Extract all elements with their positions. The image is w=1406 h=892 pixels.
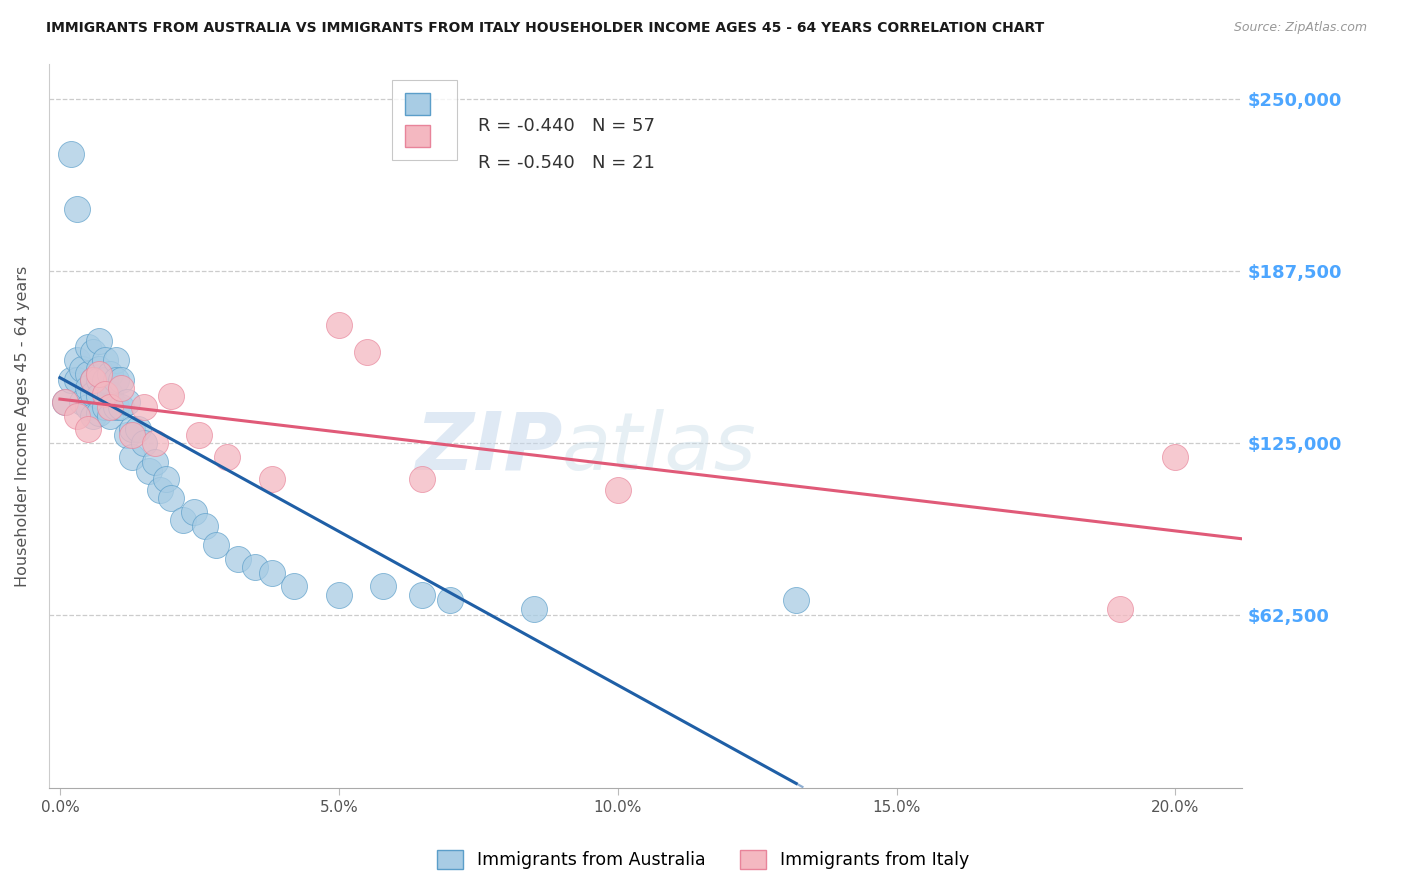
Point [121,422,143,436]
Point [143,455,166,469]
Point [82,409,104,423]
Point [60,373,83,387]
Legend: , : , [392,80,457,160]
Point [110,401,132,415]
Point [194,519,217,533]
Point [76,381,98,395]
Point [60,146,83,161]
Point [606,483,628,497]
Text: ZIP: ZIP [415,409,562,487]
Point [172,513,194,527]
Point [1108,601,1130,615]
Text: atlas: atlas [562,409,756,487]
Point [127,422,149,436]
Point [439,593,461,607]
Point [93,386,115,401]
Point [373,580,395,594]
Point [82,386,104,401]
Point [121,428,143,442]
Point [132,401,155,415]
Point [70,361,93,376]
Point [328,318,350,332]
Point [87,406,110,420]
Legend: Immigrants from Australia, Immigrants from Italy: Immigrants from Australia, Immigrants fr… [430,843,976,876]
Point [149,483,172,497]
Point [183,505,205,519]
Point [66,409,89,423]
Point [260,472,283,486]
Point [356,345,378,359]
Point [82,373,104,387]
Point [76,368,98,382]
Point [411,472,433,486]
Point [87,389,110,403]
Point [87,361,110,376]
Point [785,593,807,607]
Point [98,409,121,423]
Y-axis label: Householder Income Ages 45 - 64 years: Householder Income Ages 45 - 64 years [15,265,30,587]
Point [87,368,110,382]
Point [328,588,350,602]
Point [98,401,121,415]
Point [82,373,104,387]
Point [93,401,115,415]
Point [93,353,115,368]
Point [1164,450,1187,464]
Point [66,353,89,368]
Point [260,566,283,580]
Point [143,436,166,450]
Point [70,394,93,409]
Point [115,428,138,442]
Point [104,373,127,387]
Point [523,601,546,615]
Text: Source: ZipAtlas.com: Source: ZipAtlas.com [1233,21,1367,34]
Point [188,428,211,442]
Point [98,386,121,401]
Point [104,401,127,415]
Point [66,373,89,387]
Point [76,340,98,354]
Point [411,588,433,602]
Point [283,580,305,594]
Point [55,394,77,409]
Point [228,552,250,566]
Point [87,334,110,348]
Point [217,450,239,464]
Point [98,368,121,382]
Point [110,373,132,387]
Point [66,202,89,216]
Point [243,560,266,574]
Point [87,373,110,387]
Point [132,436,155,450]
Point [205,538,228,552]
Point [160,491,183,506]
Text: R = -0.440   N = 57: R = -0.440 N = 57 [478,117,655,135]
Point [115,394,138,409]
Text: IMMIGRANTS FROM AUSTRALIA VS IMMIGRANTS FROM ITALY HOUSEHOLDER INCOME AGES 45 - : IMMIGRANTS FROM AUSTRALIA VS IMMIGRANTS … [46,21,1045,35]
Point [155,472,177,486]
Point [138,464,160,478]
Point [76,422,98,436]
Point [55,394,77,409]
Text: R = -0.540   N = 21: R = -0.540 N = 21 [478,154,655,172]
Point [121,450,143,464]
Point [160,389,183,403]
Point [82,345,104,359]
Point [93,373,115,387]
Point [76,401,98,415]
Point [110,381,132,395]
Point [104,353,127,368]
